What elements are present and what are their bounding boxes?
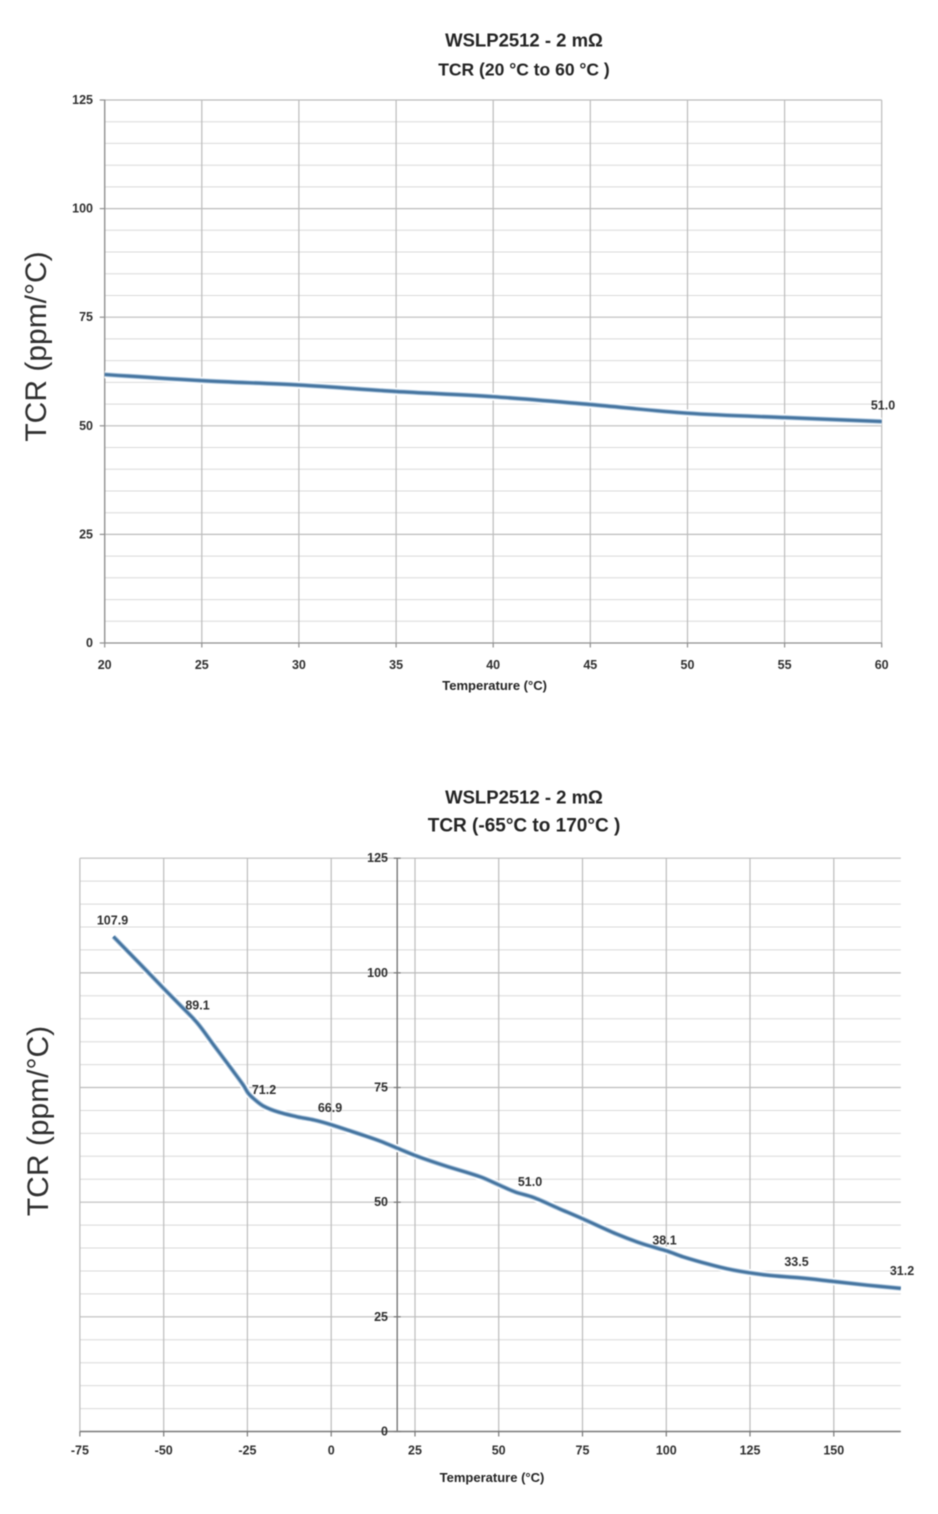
svg-text:25: 25 — [195, 658, 209, 672]
svg-text:20: 20 — [98, 658, 112, 672]
svg-text:89.1: 89.1 — [185, 999, 209, 1013]
svg-text:Temperature (°C): Temperature (°C) — [442, 678, 547, 693]
svg-text:100: 100 — [656, 1444, 677, 1458]
svg-text:75: 75 — [576, 1444, 590, 1458]
svg-text:75: 75 — [374, 1081, 388, 1095]
svg-text:TCR (20 °C to 60 °C ): TCR (20 °C to 60 °C ) — [438, 60, 610, 80]
svg-text:40: 40 — [486, 658, 500, 672]
svg-text:-50: -50 — [155, 1444, 173, 1458]
svg-text:51.0: 51.0 — [871, 399, 895, 413]
svg-text:WSLP2512 - 2 mΩ: WSLP2512 - 2 mΩ — [445, 787, 603, 808]
svg-text:TCR (ppm/°C): TCR (ppm/°C) — [22, 1026, 55, 1216]
svg-text:71.2: 71.2 — [252, 1083, 276, 1097]
svg-text:TCR (-65°C to 170°C ): TCR (-65°C to 170°C ) — [428, 816, 621, 837]
svg-text:50: 50 — [79, 419, 93, 433]
svg-text:TCR (ppm/°C): TCR (ppm/°C) — [20, 251, 53, 441]
svg-text:WSLP2512 - 2 mΩ: WSLP2512 - 2 mΩ — [445, 30, 603, 51]
svg-text:0: 0 — [86, 636, 93, 650]
svg-text:35: 35 — [389, 658, 403, 672]
svg-text:125: 125 — [740, 1444, 761, 1458]
svg-text:55: 55 — [778, 658, 792, 672]
svg-text:125: 125 — [72, 93, 93, 107]
svg-text:50: 50 — [492, 1444, 506, 1458]
svg-text:100: 100 — [72, 202, 93, 216]
svg-text:100: 100 — [367, 966, 388, 980]
svg-text:60: 60 — [875, 658, 889, 672]
svg-text:125: 125 — [367, 851, 388, 865]
svg-text:0: 0 — [328, 1444, 335, 1458]
svg-text:-25: -25 — [238, 1444, 256, 1458]
svg-text:30: 30 — [292, 658, 306, 672]
svg-text:31.2: 31.2 — [890, 1264, 914, 1278]
svg-text:51.0: 51.0 — [518, 1175, 542, 1189]
svg-text:25: 25 — [374, 1310, 388, 1324]
svg-text:0: 0 — [381, 1425, 388, 1439]
svg-text:25: 25 — [408, 1444, 422, 1458]
svg-text:-75: -75 — [71, 1444, 89, 1458]
svg-text:50: 50 — [374, 1195, 388, 1209]
svg-text:75: 75 — [79, 310, 93, 324]
svg-text:33.5: 33.5 — [784, 1255, 808, 1269]
svg-text:45: 45 — [583, 658, 597, 672]
svg-text:66.9: 66.9 — [318, 1101, 342, 1115]
svg-text:38.1: 38.1 — [652, 1234, 676, 1248]
svg-text:107.9: 107.9 — [97, 914, 128, 928]
svg-text:150: 150 — [823, 1444, 844, 1458]
svg-text:50: 50 — [681, 658, 695, 672]
svg-text:Temperature (°C): Temperature (°C) — [440, 1470, 545, 1485]
svg-text:25: 25 — [79, 527, 93, 541]
